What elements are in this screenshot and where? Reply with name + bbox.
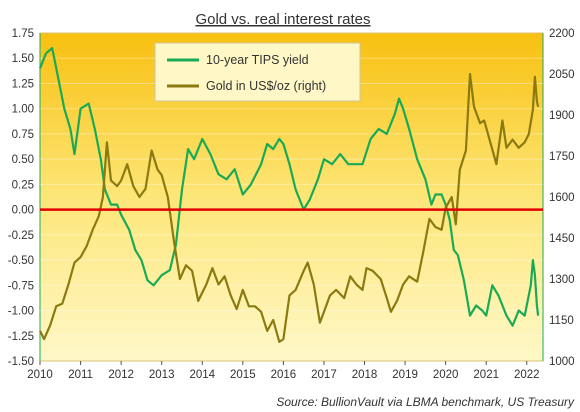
x-tick-label: 2016: [271, 369, 297, 381]
y-left-tick-label: 0.50: [12, 154, 34, 166]
x-tick-label: 2013: [149, 369, 175, 381]
y-right-tick-label: 1900: [549, 110, 575, 122]
legend-label-tips: 10-year TIPS yield: [206, 53, 309, 67]
y-left-tick-label: -0.25: [8, 230, 34, 242]
y-left-tick-label: 0.75: [12, 129, 34, 141]
y-left-tick-label: -1.00: [8, 306, 34, 318]
x-tick-label: 2015: [230, 369, 256, 381]
x-tick-label: 2011: [68, 369, 93, 381]
legend-box: [154, 42, 361, 102]
x-tick-label: 2019: [392, 369, 418, 381]
chart-title: Gold vs. real interest rates: [195, 11, 370, 28]
y-left-tick-label: 1.50: [12, 53, 34, 65]
y-right-tick-label: 1450: [549, 233, 575, 245]
y-right-tick-label: 2050: [549, 69, 575, 81]
tick-label-layer: 1.75 1.50 1.25 1.00 0.75 0.50 0.25 0.00 -0.25 -0.…: [8, 28, 575, 381]
x-tick-label: 2014: [189, 369, 215, 381]
x-tick-label: 2021: [473, 369, 499, 381]
y-right-tick-label: 1300: [549, 274, 575, 286]
y-left-tick-label: 1.25: [12, 78, 34, 90]
y-left-tick-label: 1.00: [12, 104, 34, 116]
source-note: Source: BullionVault via LBMA benchmark,…: [276, 395, 575, 409]
y-left-tick-label: 0.25: [12, 179, 34, 191]
y-left-tick-label: -0.50: [8, 255, 34, 267]
y-left-tick-label: 1.75: [12, 28, 34, 40]
y-left-tick-label: -1.50: [8, 356, 34, 368]
y-left-tick-label: 0.00: [12, 205, 34, 217]
y-left-tick-label: -1.25: [8, 331, 34, 343]
x-tick-label: 2018: [352, 369, 378, 381]
y-right-tick-label: 1000: [549, 356, 575, 368]
y-right-tick-label: 1750: [549, 151, 575, 163]
x-tick-label: 2010: [27, 369, 53, 381]
y-right-tick-label: 1150: [549, 315, 574, 327]
legend-label-gold: Gold in US$/oz (right): [206, 79, 326, 93]
x-tick-label: 2020: [433, 369, 459, 381]
x-tick-label: 2022: [514, 369, 540, 381]
series-line-gold-price: [39, 72, 540, 343]
x-tick-label: 2017: [311, 369, 337, 381]
y-right-tick-label: 1600: [549, 192, 575, 204]
y-left-tick-label: -0.75: [8, 280, 34, 292]
legend: 10-year TIPS yield Gold in US$/oz (right…: [154, 42, 361, 102]
y-right-tick-label: 2200: [549, 28, 575, 40]
x-tick-label: 2012: [108, 369, 134, 381]
